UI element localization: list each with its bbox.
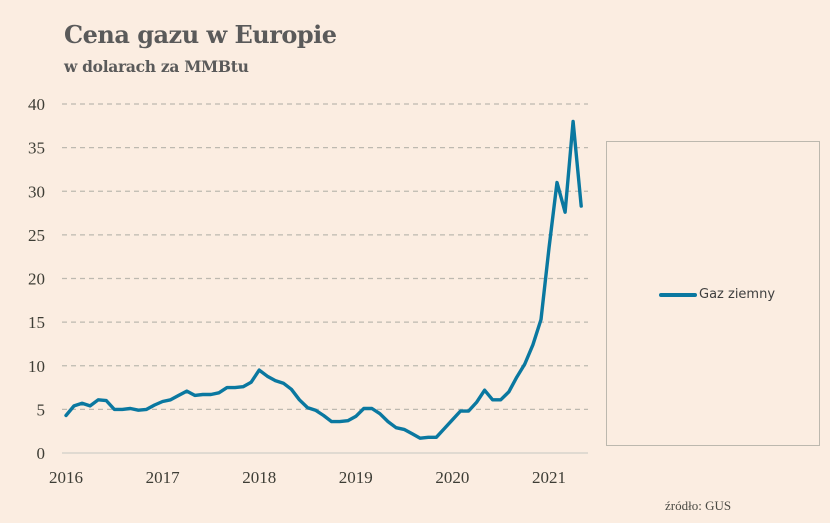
y-tick-label: 30 (28, 182, 45, 201)
chart-subtitle: w dolarach za MMBtu (64, 57, 249, 76)
x-tick-label: 2020 (435, 468, 469, 487)
series-group (64, 119, 583, 440)
series-line-gaz-ziemny (64, 119, 583, 440)
x-tick-label: 2019 (339, 468, 373, 487)
chart-title: Cena gazu w Europie (64, 20, 337, 49)
y-tick-label: 5 (37, 400, 46, 419)
y-tick-label: 40 (28, 95, 45, 114)
x-tick-label: 2018 (242, 468, 276, 487)
y-tick-label: 10 (28, 357, 45, 376)
y-tick-label: 35 (28, 139, 45, 158)
x-axis-ticks: 2016 2017 2018 2019 2020 2021 (49, 468, 566, 487)
legend-label: Gaz ziemny (699, 287, 776, 302)
grid-lines (62, 103, 588, 454)
x-tick-label: 2017 (146, 468, 181, 487)
y-tick-label: 15 (28, 313, 45, 332)
y-tick-label: 25 (28, 226, 45, 245)
legend-swatch (659, 292, 697, 297)
y-tick-label: 20 (28, 270, 45, 289)
y-axis-ticks: 0 5 10 15 20 25 30 35 40 (28, 95, 45, 463)
x-tick-label: 2016 (49, 468, 83, 487)
y-tick-label: 0 (37, 444, 46, 463)
legend: Gaz ziemny (606, 141, 820, 446)
x-tick-label: 2021 (532, 468, 566, 487)
source-note: źródło: GUS (665, 498, 732, 513)
legend-item-gaz-ziemny[interactable]: Gaz ziemny (659, 287, 775, 302)
